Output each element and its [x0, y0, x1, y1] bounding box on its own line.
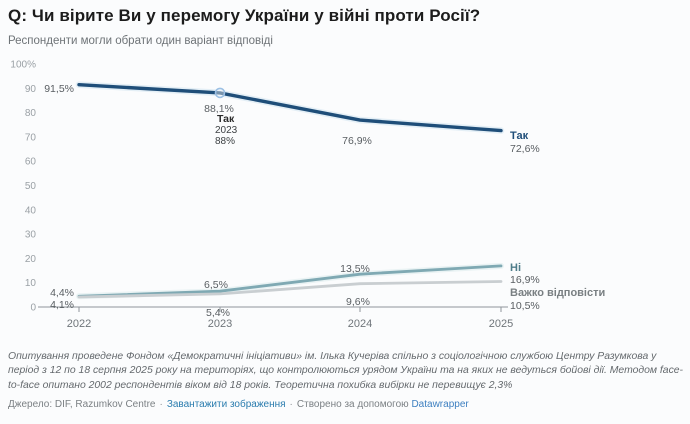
point-value-label: 9,6% [346, 296, 370, 308]
y-axis-tick: 30 [25, 230, 37, 241]
series-end-name: Ні [510, 262, 521, 274]
datawrapper-link[interactable]: Datawrapper [411, 399, 469, 410]
x-axis-label: 2022 [67, 318, 91, 330]
series-end-value: 10,5% [510, 300, 540, 312]
series-line-0[interactable] [77, 83, 503, 133]
series-end-value: 72,6% [510, 143, 540, 155]
y-axis-tick: 80 [25, 108, 37, 119]
series-end-name: Так [510, 130, 529, 142]
source-prefix: Джерело: DIF, Razumkov Centre [8, 399, 156, 410]
tooltip-value: 88% [215, 136, 235, 147]
series-line-1[interactable] [77, 264, 503, 298]
point-value-label: 4,1% [50, 299, 74, 311]
separator-dot: · [159, 399, 163, 410]
hovered-point-marker[interactable] [214, 87, 226, 99]
y-axis-tick: 60 [25, 157, 37, 168]
point-value-label: 88,1% [204, 103, 234, 115]
y-axis-tick: 0 [30, 303, 36, 314]
y-axis-tick: 10 [25, 278, 37, 289]
y-axis-tick: 100% [10, 60, 36, 71]
created-with-text: Створено за допомогою [296, 399, 409, 410]
separator-dot: · [289, 399, 293, 410]
download-image-link[interactable]: Завантажити зображення [166, 399, 286, 410]
point-value-label: 13,5% [340, 263, 370, 275]
point-value-label: 91,5% [44, 83, 74, 95]
series-line-2[interactable] [77, 280, 503, 299]
point-value-label: 6,5% [204, 279, 228, 291]
tooltip-series: Так [217, 113, 235, 125]
chart-title: Q: Чи вірите Ви у перемогу України у вій… [8, 6, 481, 25]
y-axis-tick: 90 [25, 84, 37, 95]
y-axis-tick: 50 [25, 181, 37, 192]
point-value-label: 4,4% [50, 287, 74, 299]
source-line: Джерело: DIF, Razumkov Centre · Завантажит… [8, 399, 684, 410]
series-end-name: Важко відповісти [510, 287, 605, 299]
methodology-notes: Опитування проведене Фондом «Демократичн… [8, 351, 684, 391]
x-axis-label: 2024 [348, 318, 372, 330]
y-axis-tick: 70 [25, 132, 37, 143]
line-chart[interactable]: 100% 90 80 70 60 50 40 30 20 10 0 2022 2023 2024 2025 9… [0, 55, 690, 347]
point-value-label: 5,4% [206, 307, 230, 319]
y-axis-tick: 20 [25, 254, 37, 265]
y-axis-tick: 40 [25, 205, 37, 216]
tooltip-year: 2023 [215, 125, 238, 136]
x-axis-label: 2023 [208, 318, 232, 330]
point-value-label: 76,9% [342, 135, 372, 147]
chart-subtitle: Респонденти могли обрати один варіант ві… [8, 35, 273, 47]
series-end-value: 16,9% [510, 274, 540, 286]
x-axis-label: 2025 [489, 318, 513, 330]
